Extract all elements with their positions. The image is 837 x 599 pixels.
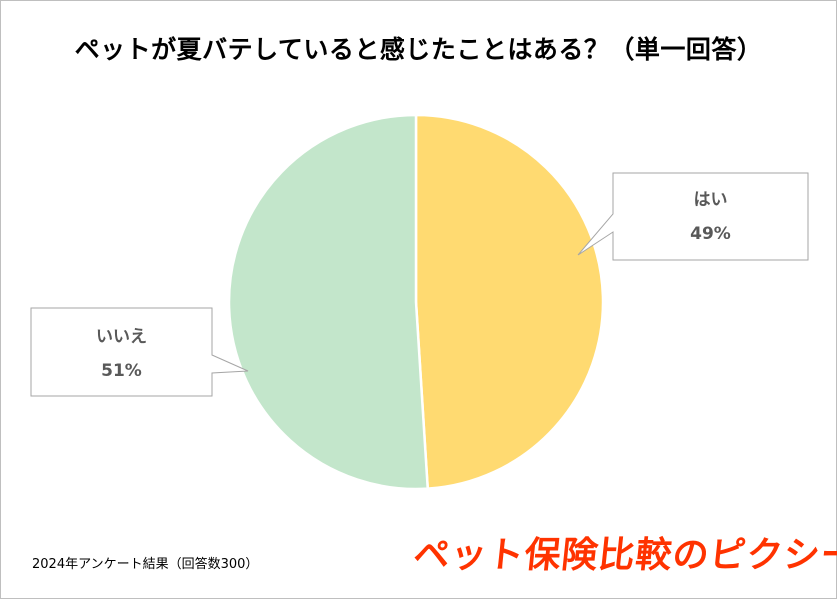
- callout-yes: はい 49%: [613, 183, 808, 251]
- chart-title: ペットが夏バテしていると感じたことはある？（単一回答）: [74, 35, 763, 64]
- callout-box-no: [30, 307, 249, 397]
- callout-no: いいえ 51%: [31, 320, 212, 388]
- survey-note: 2024年アンケート結果（回答数300）: [32, 557, 259, 572]
- slice-label-yes: はい: [693, 190, 728, 210]
- slice-value-yes: 49%: [690, 224, 731, 244]
- pie-slice-no: [227, 113, 430, 491]
- callout-box-yes: [577, 172, 809, 261]
- slice-value-no: 51%: [101, 361, 142, 381]
- slice-label-no: いいえ: [96, 327, 147, 347]
- pie-slice-yes: [414, 113, 605, 490]
- brand-logo: ペット保険比較のピクシー: [411, 535, 837, 576]
